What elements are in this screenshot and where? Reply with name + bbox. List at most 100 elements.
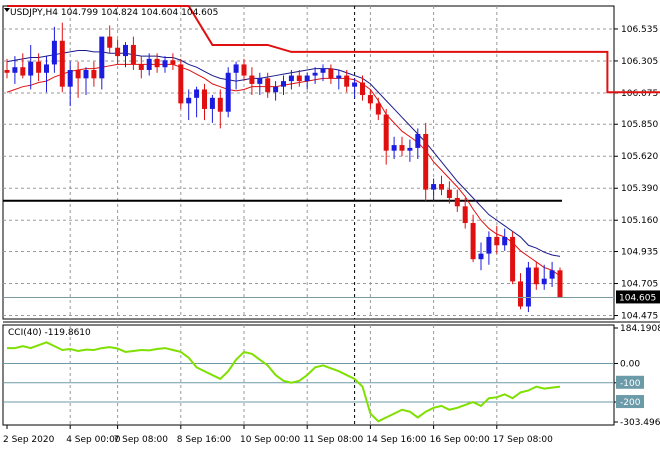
candle-body[interactable] xyxy=(415,133,421,148)
candle-body[interactable] xyxy=(273,86,279,93)
price-tick-label: 105.620 xyxy=(621,152,658,162)
candle-body[interactable] xyxy=(75,69,81,79)
candle-body[interactable] xyxy=(383,114,389,151)
candle-body[interactable] xyxy=(265,78,271,93)
time-axis-label: 14 Sep 16:00 xyxy=(366,435,426,445)
time-axis-label: 17 Sep 08:00 xyxy=(493,435,553,445)
cci-label: CCI(40) -119.8610 xyxy=(8,328,91,338)
candle-body[interactable] xyxy=(83,69,89,79)
candle-body[interactable] xyxy=(525,267,531,307)
candle-body[interactable] xyxy=(533,267,539,285)
cci-level-tag xyxy=(616,395,644,409)
candle-body[interactable] xyxy=(462,206,468,224)
candle-body[interactable] xyxy=(51,40,57,65)
cci-tick-label: -200 xyxy=(620,398,641,408)
candle-body[interactable] xyxy=(67,69,73,87)
candle-body[interactable] xyxy=(494,236,500,246)
candle-body[interactable] xyxy=(59,40,65,87)
candle-body[interactable] xyxy=(352,82,358,87)
candle-body[interactable] xyxy=(470,223,476,260)
candle-body[interactable] xyxy=(399,145,405,151)
candle-body[interactable] xyxy=(320,68,326,73)
collapse-arrow-icon[interactable] xyxy=(4,8,10,12)
candle-body[interactable] xyxy=(312,72,318,76)
candle-body[interactable] xyxy=(304,75,310,82)
header-high: 104.824 xyxy=(101,8,138,18)
candle-body[interactable] xyxy=(241,64,247,76)
candle-body[interactable] xyxy=(296,75,302,82)
candle-body[interactable] xyxy=(233,64,239,73)
candle-body[interactable] xyxy=(178,64,184,104)
candle-body[interactable] xyxy=(44,64,49,73)
candle-body[interactable] xyxy=(454,197,460,207)
price-tick-label: 104.705 xyxy=(621,280,658,290)
candle-body[interactable] xyxy=(257,78,263,84)
candle-body[interactable] xyxy=(423,133,429,190)
candle-body[interactable] xyxy=(367,95,373,104)
candle-body[interactable] xyxy=(439,184,444,190)
candle-body[interactable] xyxy=(486,236,492,254)
candle-body[interactable] xyxy=(225,72,231,112)
time-axis-label: 11 Sep 08:00 xyxy=(303,435,363,445)
moving-average-slow xyxy=(6,50,561,257)
candle-body[interactable] xyxy=(328,68,334,79)
candle-body[interactable] xyxy=(249,75,255,84)
candle-body[interactable] xyxy=(407,147,413,151)
candle-body[interactable] xyxy=(502,236,508,246)
candle-body[interactable] xyxy=(162,60,168,68)
candle-body[interactable] xyxy=(138,64,144,70)
candle-body[interactable] xyxy=(91,69,97,79)
price-tick-label: 106.535 xyxy=(621,25,658,35)
candle-body[interactable] xyxy=(217,97,223,112)
price-tick-label: 105.390 xyxy=(621,184,658,194)
candle-body[interactable] xyxy=(130,44,136,65)
candle-body[interactable] xyxy=(115,47,121,57)
candle-body[interactable] xyxy=(123,44,128,57)
candle-body[interactable] xyxy=(4,69,10,73)
candle-body[interactable] xyxy=(281,81,286,87)
time-axis-label: 10 Sep 00:00 xyxy=(240,435,300,445)
candle-body[interactable] xyxy=(541,278,547,285)
candle-body[interactable] xyxy=(391,145,397,151)
candle-body[interactable] xyxy=(518,281,523,307)
candle-body[interactable] xyxy=(12,67,18,73)
candle-body[interactable] xyxy=(20,67,26,76)
candle-body[interactable] xyxy=(557,270,563,298)
candle-body[interactable] xyxy=(478,253,484,260)
cci-tick-label: -100 xyxy=(620,379,641,389)
candle-body[interactable] xyxy=(107,36,113,48)
price-tick-label: 105.850 xyxy=(621,120,658,130)
cci-line xyxy=(7,341,561,423)
time-axis-label: 7 Sep 08:00 xyxy=(114,435,169,445)
candle-body[interactable] xyxy=(28,61,34,76)
candle-body[interactable] xyxy=(170,60,176,65)
time-axis-label: 8 Sep 16:00 xyxy=(177,435,232,445)
candle-body[interactable] xyxy=(510,236,516,282)
candle-body[interactable] xyxy=(549,270,555,279)
candle-body[interactable] xyxy=(288,75,294,82)
candle-body[interactable] xyxy=(209,97,215,109)
price-panel-frame xyxy=(2,5,615,320)
time-axis-label: 2 Sep 2020 xyxy=(3,435,55,445)
cci-tick-label: 184.1908 xyxy=(620,324,660,334)
candle-body[interactable] xyxy=(99,36,105,79)
candle-body[interactable] xyxy=(375,103,381,115)
candle-body[interactable] xyxy=(186,97,192,104)
time-axis-label: 16 Sep 00:00 xyxy=(430,435,490,445)
price-tick-label: 106.305 xyxy=(621,57,658,67)
candle-body[interactable] xyxy=(194,89,200,98)
candle-body[interactable] xyxy=(36,61,42,73)
candle-body[interactable] xyxy=(431,184,437,190)
price-tick-label: 104.475 xyxy=(621,312,658,322)
candle-body[interactable] xyxy=(154,58,160,68)
candle-body[interactable] xyxy=(146,58,152,70)
cci-tick-label: 0.00 xyxy=(620,360,640,370)
candle-body[interactable] xyxy=(336,75,342,79)
candle-body[interactable] xyxy=(360,82,365,96)
candle-body[interactable] xyxy=(202,89,207,109)
candle-body[interactable] xyxy=(344,75,350,87)
price-tick-label: 106.075 xyxy=(621,89,658,99)
candle-body[interactable] xyxy=(446,189,452,198)
